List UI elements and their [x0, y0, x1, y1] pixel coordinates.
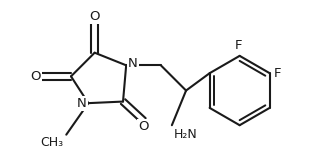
Text: CH₃: CH₃ [41, 136, 64, 149]
Text: O: O [138, 121, 149, 133]
Text: O: O [31, 70, 41, 83]
Text: N: N [77, 97, 87, 110]
Text: H₂N: H₂N [174, 128, 197, 141]
Text: F: F [274, 67, 281, 80]
Text: O: O [90, 10, 100, 23]
Text: F: F [234, 39, 242, 52]
Text: N: N [128, 57, 137, 70]
